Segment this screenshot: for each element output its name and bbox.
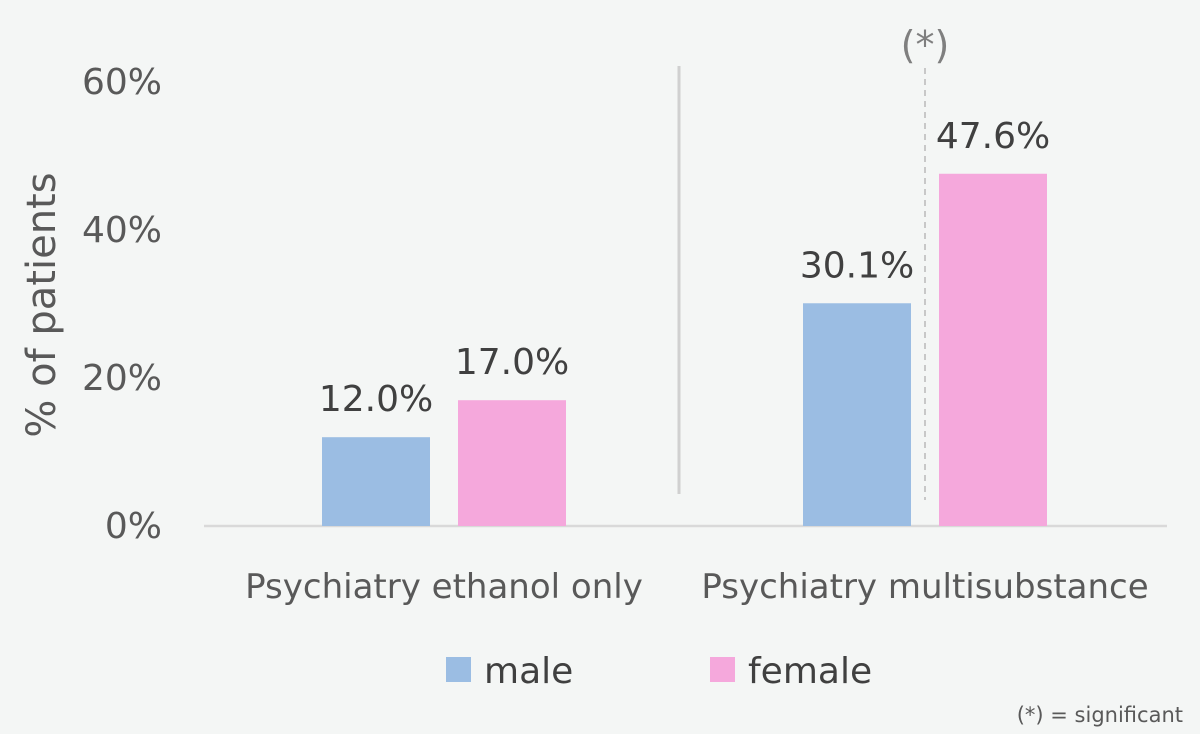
- bar-female: [939, 173, 1047, 526]
- legend-label-male: male: [484, 651, 573, 692]
- y-axis-label: % of patients: [19, 172, 65, 437]
- y-tick-labels: 0% 20% 40% 60%: [82, 62, 162, 547]
- y-tick-label: 20%: [82, 358, 162, 399]
- footnote: (*) = significant: [1017, 703, 1183, 727]
- data-label: 30.1%: [800, 245, 914, 286]
- bar-male: [322, 437, 430, 526]
- y-tick-label: 60%: [82, 62, 162, 103]
- data-label: 12.0%: [319, 379, 433, 420]
- legend-label-female: female: [748, 651, 872, 692]
- bars: [322, 173, 1047, 526]
- category-label: Psychiatry multisubstance: [701, 567, 1148, 607]
- legend-swatch-male: [446, 657, 471, 682]
- data-labels: 12.0% 17.0% 30.1% 47.6%: [319, 116, 1050, 420]
- bar-male: [803, 303, 911, 526]
- data-label: 17.0%: [455, 342, 569, 383]
- legend: male female: [446, 651, 872, 692]
- y-tick-label: 40%: [82, 210, 162, 251]
- significance-marker: (*): [901, 23, 950, 67]
- category-label: Psychiatry ethanol only: [245, 567, 643, 607]
- bar-female: [458, 400, 566, 526]
- y-tick-label: 0%: [105, 506, 162, 547]
- data-label: 47.6%: [936, 116, 1050, 157]
- legend-swatch-female: [710, 657, 735, 682]
- category-labels: Psychiatry ethanol only Psychiatry multis…: [245, 567, 1148, 607]
